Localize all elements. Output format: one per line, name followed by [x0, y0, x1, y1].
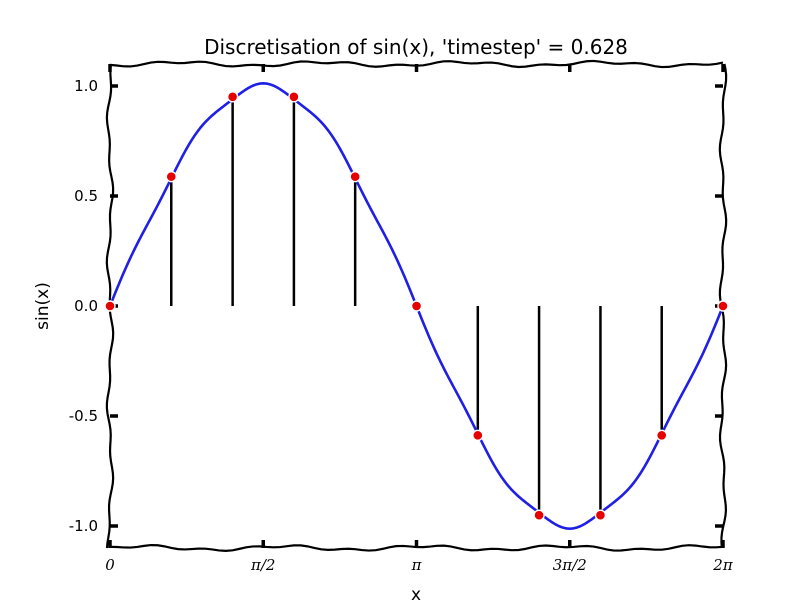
y-tick-label: 1.0	[74, 77, 98, 95]
sample-points	[104, 91, 729, 521]
sample-marker	[104, 300, 116, 312]
sample-marker	[288, 91, 300, 103]
sample-marker	[472, 429, 484, 442]
sample-marker	[349, 170, 361, 183]
sample-marker	[533, 509, 545, 521]
sample-marker	[594, 509, 607, 521]
x-tick-label: π	[411, 556, 423, 574]
sample-marker	[410, 300, 423, 312]
x-tick-label: 2π	[712, 556, 734, 574]
axis-ticks	[108, 64, 725, 548]
x-tick-label: 0	[105, 556, 115, 574]
sample-marker	[656, 429, 668, 442]
y-tick-label: 0.5	[74, 187, 98, 205]
x-tick-labels: 0 π/2 π 3π/2 2π	[105, 556, 734, 574]
y-tick-labels: 1.0 0.5 0.0 -0.5 -1.0	[69, 77, 98, 535]
x-axis-label: x	[411, 585, 421, 605]
sample-marker	[226, 91, 239, 103]
y-tick-label: -1.0	[69, 517, 98, 535]
y-tick-label: 0.0	[74, 297, 98, 315]
y-axis-label: sin(x)	[33, 282, 53, 330]
stem-lines	[170, 96, 663, 516]
y-tick-label: -0.5	[69, 407, 98, 425]
sample-marker	[717, 300, 729, 312]
sample-marker	[165, 170, 177, 183]
x-tick-label: 3π/2	[553, 556, 587, 574]
x-tick-label: π/2	[250, 556, 275, 574]
chart-title: Discretisation of sin(x), 'timestep' = 0…	[204, 35, 628, 59]
